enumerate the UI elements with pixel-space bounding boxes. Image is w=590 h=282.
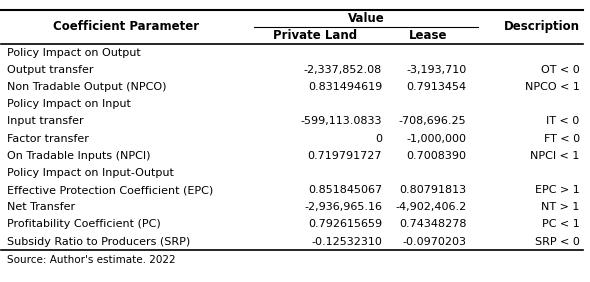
Text: Subsidy Ratio to Producers (SRP): Subsidy Ratio to Producers (SRP) xyxy=(7,237,191,246)
Text: PC < 1: PC < 1 xyxy=(542,219,580,229)
Text: -3,193,710: -3,193,710 xyxy=(406,65,466,75)
Text: NPCI < 1: NPCI < 1 xyxy=(530,151,580,161)
Text: 0.719791727: 0.719791727 xyxy=(307,151,382,161)
Text: On Tradable Inputs (NPCI): On Tradable Inputs (NPCI) xyxy=(7,151,150,161)
Text: Policy Impact on Input: Policy Impact on Input xyxy=(7,99,131,109)
Text: EPC > 1: EPC > 1 xyxy=(535,185,580,195)
Text: -0.12532310: -0.12532310 xyxy=(311,237,382,246)
Text: 0.792615659: 0.792615659 xyxy=(308,219,382,229)
Text: Coefficient Parameter: Coefficient Parameter xyxy=(53,20,199,34)
Text: -0.0970203: -0.0970203 xyxy=(402,237,466,246)
Text: 0.80791813: 0.80791813 xyxy=(399,185,466,195)
Text: Lease: Lease xyxy=(409,29,448,42)
Text: -708,696.25: -708,696.25 xyxy=(399,116,466,126)
Text: -2,936,965.16: -2,936,965.16 xyxy=(304,202,382,212)
Text: 0.74348278: 0.74348278 xyxy=(399,219,466,229)
Text: Policy Impact on Input-Output: Policy Impact on Input-Output xyxy=(7,168,174,178)
Text: Net Transfer: Net Transfer xyxy=(7,202,76,212)
Text: 0: 0 xyxy=(375,134,382,144)
Text: 0.7913454: 0.7913454 xyxy=(407,82,466,92)
Text: Non Tradable Output (NPCO): Non Tradable Output (NPCO) xyxy=(7,82,167,92)
Text: Factor transfer: Factor transfer xyxy=(7,134,89,144)
Text: Source: Author's estimate. 2022: Source: Author's estimate. 2022 xyxy=(7,255,176,265)
Text: 0.7008390: 0.7008390 xyxy=(407,151,466,161)
Text: Value: Value xyxy=(348,12,384,25)
Text: 0.851845067: 0.851845067 xyxy=(308,185,382,195)
Text: Description: Description xyxy=(504,20,580,34)
Text: Effective Protection Coefficient (EPC): Effective Protection Coefficient (EPC) xyxy=(7,185,214,195)
Text: Input transfer: Input transfer xyxy=(7,116,84,126)
Text: NT > 1: NT > 1 xyxy=(542,202,580,212)
Text: SRP < 0: SRP < 0 xyxy=(535,237,580,246)
Text: 0.831494619: 0.831494619 xyxy=(308,82,382,92)
Text: Private Land: Private Land xyxy=(273,29,358,42)
Text: Output transfer: Output transfer xyxy=(7,65,94,75)
Text: FT < 0: FT < 0 xyxy=(543,134,580,144)
Text: IT < 0: IT < 0 xyxy=(546,116,580,126)
Text: -2,337,852.08: -2,337,852.08 xyxy=(304,65,382,75)
Text: -4,902,406.2: -4,902,406.2 xyxy=(395,202,466,212)
Text: Profitability Coefficient (PC): Profitability Coefficient (PC) xyxy=(7,219,161,229)
Text: -1,000,000: -1,000,000 xyxy=(407,134,466,144)
Text: Policy Impact on Output: Policy Impact on Output xyxy=(7,48,141,58)
Text: OT < 0: OT < 0 xyxy=(541,65,580,75)
Text: NPCO < 1: NPCO < 1 xyxy=(525,82,580,92)
Text: -599,113.0833: -599,113.0833 xyxy=(300,116,382,126)
